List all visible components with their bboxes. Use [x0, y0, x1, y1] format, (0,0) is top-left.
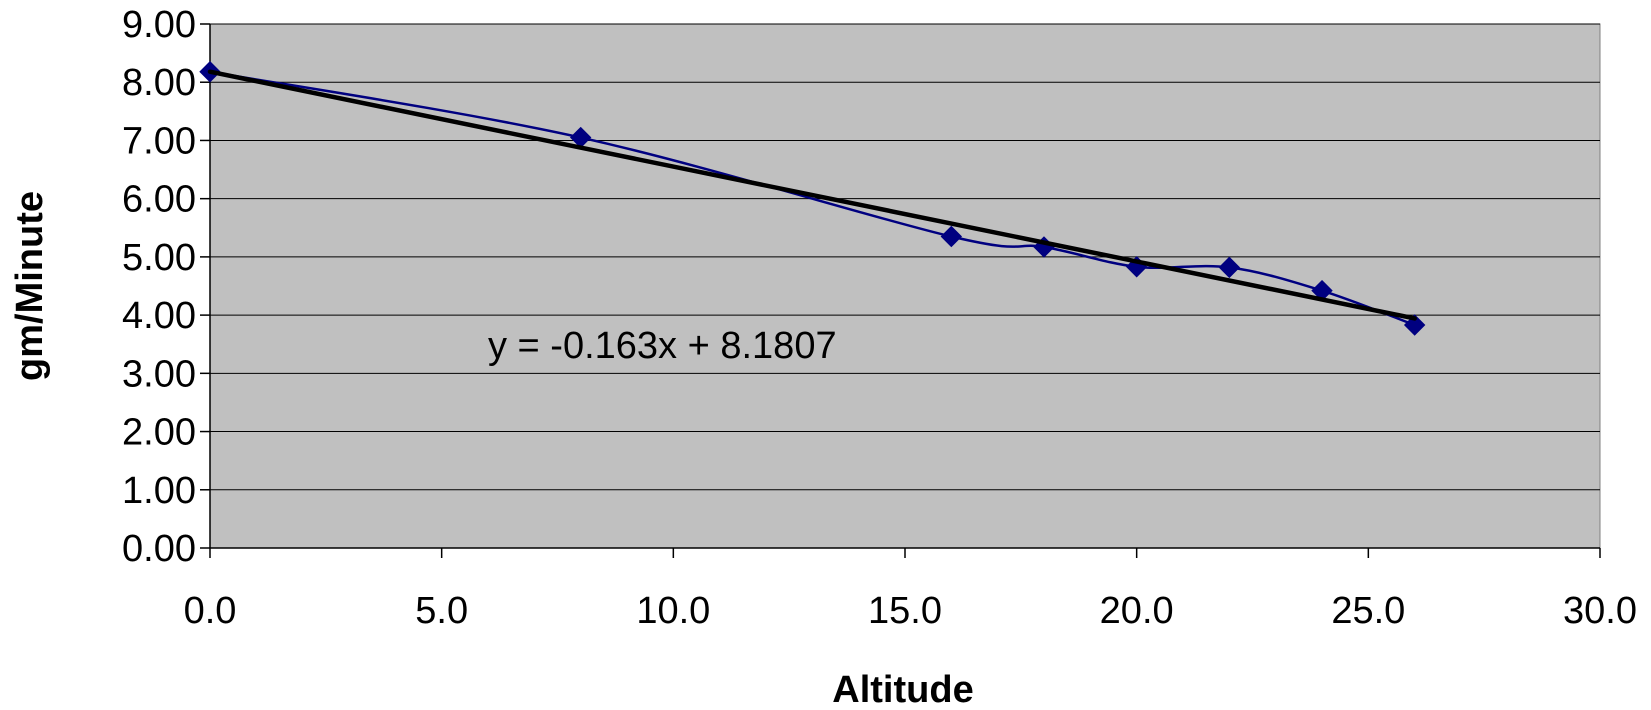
y-tick-label: 4.00: [122, 295, 196, 337]
y-tick-label: 3.00: [122, 353, 196, 395]
y-tick-label: 5.00: [122, 237, 196, 279]
series-line: [209, 70, 1416, 327]
x-axis-title: Altitude: [832, 669, 973, 710]
series-lines: [209, 70, 1416, 327]
trendline-equation: y = -0.163x + 8.1807: [488, 325, 837, 367]
data-point: [940, 225, 963, 248]
y-tick-label: 0.00: [122, 528, 196, 570]
x-tick-label: 15.0: [868, 590, 942, 632]
y-tick-label: 1.00: [122, 470, 196, 512]
gridlines: [210, 23, 1600, 491]
plot-area: [209, 23, 1601, 549]
x-tick-label: 0.0: [184, 590, 237, 632]
y-axis-tick-labels: 0.00 1.00 2.00 3.00 4.00 5.00 6.00 7.00 8.00 9.00: [122, 4, 196, 570]
data-point: [1218, 256, 1241, 279]
data-point: [1403, 314, 1426, 336]
trendline-group: [207, 69, 1417, 321]
x-tick-label: 20.0: [1100, 590, 1174, 632]
x-tick-label: 5.0: [415, 590, 468, 632]
axes: [200, 23, 1601, 558]
y-tick-label: 7.00: [122, 120, 196, 162]
y-tick-label: 8.00: [122, 62, 196, 104]
x-axis-tick-labels: 0.0 5.0 10.0 15.0 20.0 25.0 30.0: [184, 590, 1637, 632]
x-tick-label: 10.0: [636, 590, 710, 632]
x-tick-label: 25.0: [1331, 590, 1405, 632]
y-axis-title: gm/Minute: [9, 191, 51, 381]
y-tick-label: 9.00: [122, 4, 196, 46]
y-tick-label: 6.00: [122, 179, 196, 221]
trendline: [207, 69, 1417, 321]
y-tick-label: 2.00: [122, 412, 196, 454]
x-tick-label: 30.0: [1563, 590, 1637, 632]
